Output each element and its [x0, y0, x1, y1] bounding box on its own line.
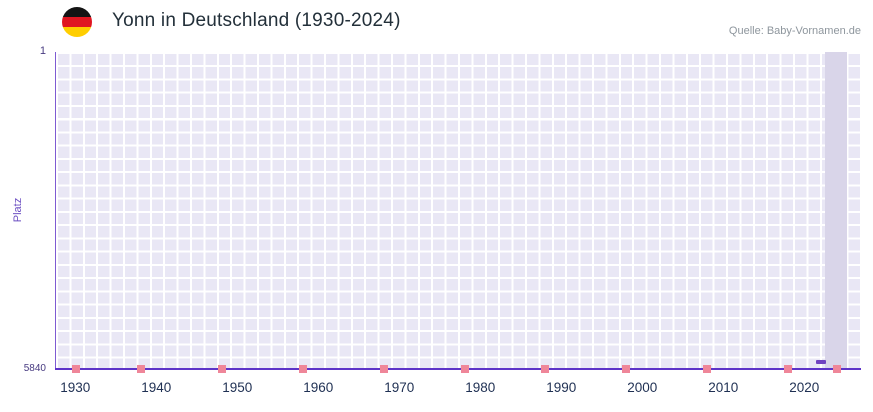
y-axis-label: Platz	[12, 197, 24, 223]
unranked-year-marker	[136, 365, 145, 373]
x-tick-label: 1990	[546, 380, 577, 395]
rank-data-point[interactable]	[815, 360, 826, 365]
x-tick-label: 2000	[627, 380, 658, 395]
unranked-year-marker	[832, 365, 841, 373]
x-tick-label: 2020	[789, 380, 820, 395]
x-tick-label: 1940	[141, 380, 172, 395]
chart-title: Yonn in Deutschland (1930-2024)	[112, 10, 401, 31]
unranked-year-marker	[541, 365, 550, 373]
y-tick-top: 1	[39, 45, 46, 57]
y-tick-bottom: 5840	[23, 363, 46, 374]
x-tick-label: 1960	[303, 380, 334, 395]
x-axis-line	[55, 368, 861, 370]
unranked-year-marker	[784, 365, 793, 373]
x-tick-label: 1930	[60, 380, 91, 395]
unranked-year-marker	[379, 365, 388, 373]
unranked-year-marker	[72, 365, 81, 373]
unranked-year-marker	[460, 365, 469, 373]
unranked-year-marker	[298, 365, 307, 373]
unranked-year-marker	[217, 365, 226, 373]
x-tick-label: 1970	[384, 380, 415, 395]
x-tick-label: 2010	[708, 380, 739, 395]
unranked-year-marker	[703, 365, 712, 373]
x-tick-label: 1980	[465, 380, 496, 395]
highlight-band	[824, 52, 848, 370]
plot-area[interactable]	[55, 52, 861, 373]
unranked-year-marker	[622, 365, 631, 373]
x-tick-label: 1950	[222, 380, 253, 395]
source-attribution: Quelle: Baby-Vornamen.de	[728, 25, 861, 37]
x-axis-ticks: 1930 1940 1950 1960 1970 1980 1990 2000 2010 2020	[55, 380, 861, 400]
germany-flag-icon	[62, 7, 92, 37]
